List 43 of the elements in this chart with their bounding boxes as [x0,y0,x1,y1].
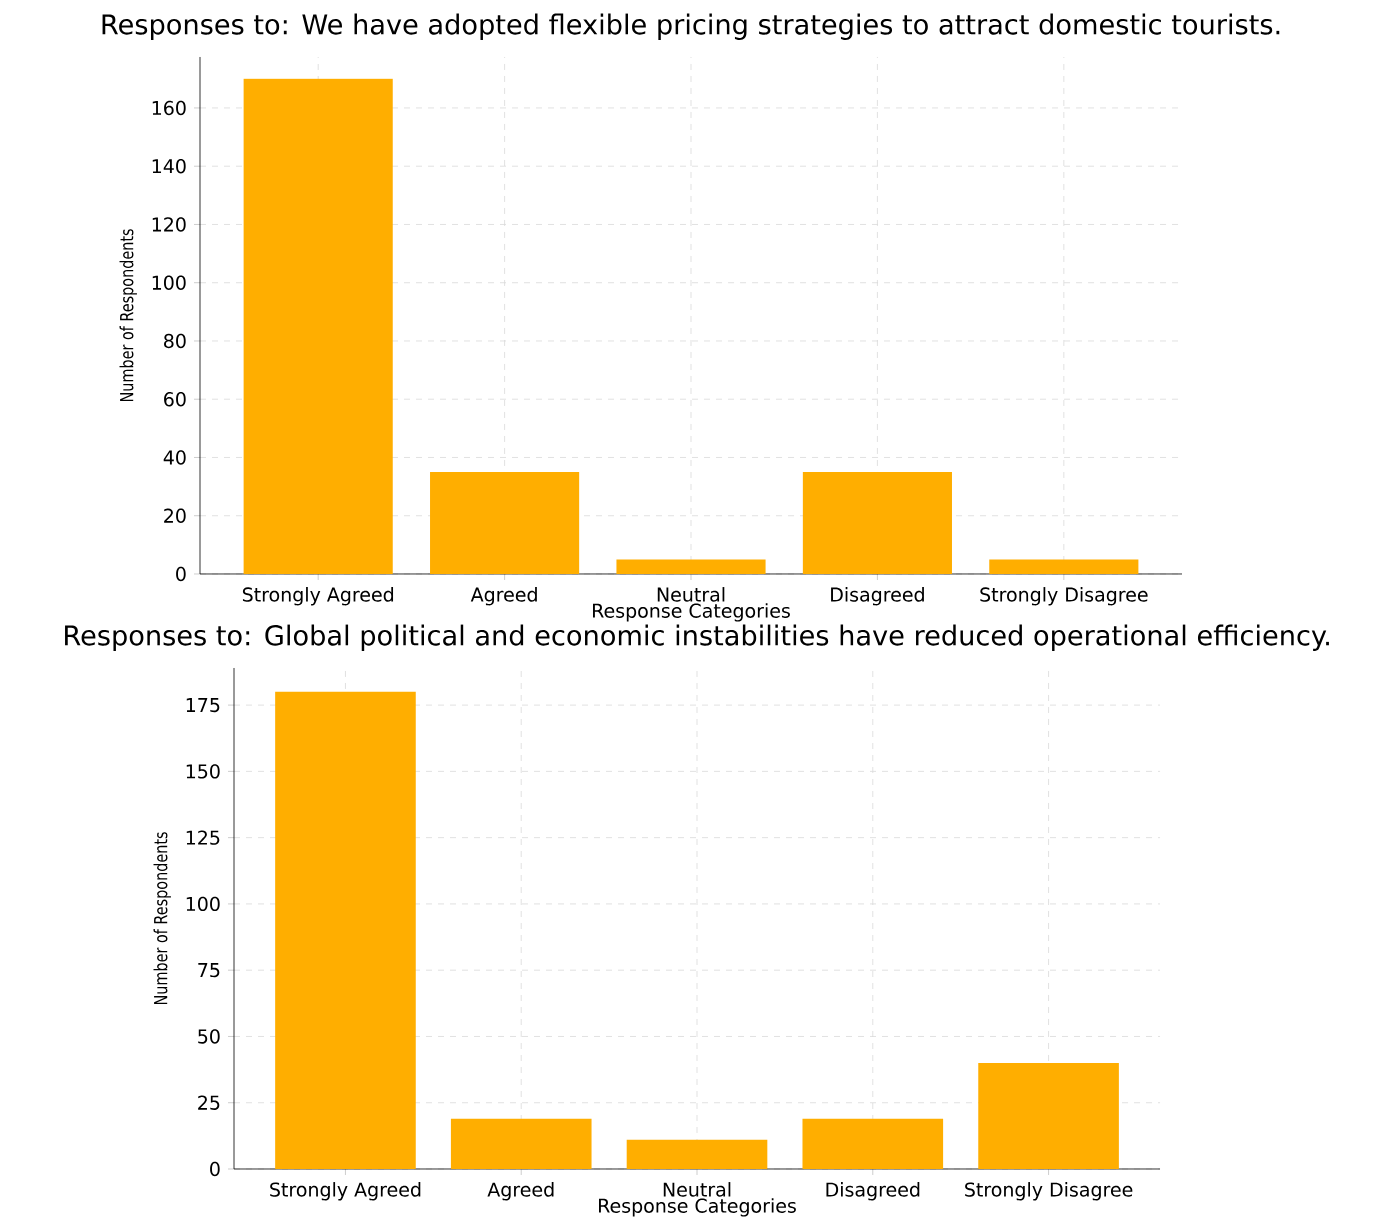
x-tick-label: Disagreed [826,1181,920,1201]
bar [450,1118,592,1169]
y-axis-title: Number of Respondents [153,832,171,1004]
x-axis-title: Response Categories [599,1198,796,1217]
y-tick-label: 80 [164,333,186,349]
x-tick-label: Agreed [487,1181,554,1201]
y-tick-label: 175 [186,697,220,713]
bar [616,559,766,574]
x-tick-label: Strongly Agreed [242,586,394,606]
bar [802,1118,944,1169]
y-tick-label: 150 [186,764,220,779]
x-tick-label: Neutral [657,586,725,602]
bar [275,691,416,1169]
bar [989,559,1139,574]
y-tick-label: 0 [176,566,186,582]
y-tick-label: 125 [186,830,220,845]
y-axis-title: Number of Respondents [119,229,137,401]
x-axis-title: Response Categories [593,603,790,622]
chart-title: Responses to: Global political and economic instabilities have reduced operational efficiency. [65,624,1329,651]
x-tick-label: Neutral [663,1181,731,1197]
y-tick-label: 140 [152,158,186,174]
y-tick-label: 25 [198,1095,220,1110]
x-tick-label: Strongly Disagree [965,1181,1133,1201]
y-tick-label: 0 [210,1161,220,1177]
bar [802,471,952,574]
bar [430,471,580,574]
y-tick-label: 160 [152,100,186,116]
x-tick-label: Disagreed [831,586,924,606]
y-tick-label: 100 [152,275,186,290]
bar [243,78,393,574]
y-tick-label: 75 [198,963,220,978]
bar [978,1062,1119,1169]
x-tick-label: Strongly Agreed [270,1181,421,1201]
x-tick-label: Agreed [470,586,537,606]
chart-title: Responses to: We have adopted flexible pricing strategies to attract domestic tourists. [102,13,1280,40]
y-tick-label: 100 [186,896,220,911]
y-tick-label: 50 [198,1029,220,1044]
bar [626,1139,768,1169]
y-tick-label: 120 [152,217,186,232]
y-tick-label: 40 [163,450,186,465]
x-tick-label: Strongly Disagree [980,586,1148,606]
y-tick-label: 20 [164,508,186,523]
y-tick-label: 60 [164,391,186,407]
